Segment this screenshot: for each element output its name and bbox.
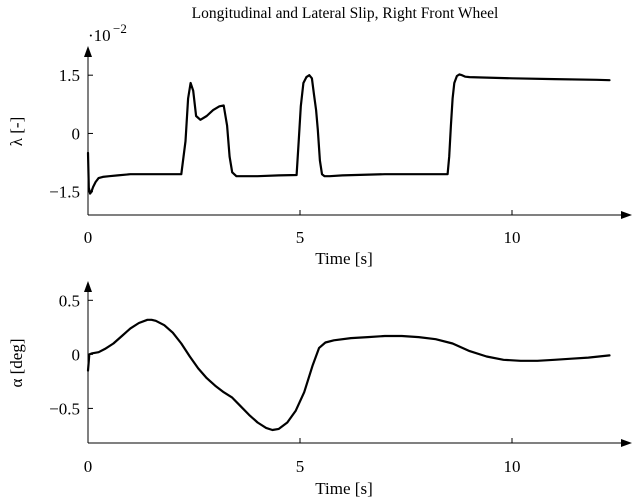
x-tick-label: 5: [296, 457, 305, 476]
plot-lambda: 0 5 10 −1.5 0 1.5 Time [s] λ [-] ·10 −2: [7, 21, 632, 268]
y-axis-arrow: [84, 46, 92, 57]
series-line: [86, 318, 611, 432]
y-axis-label: λ [-]: [7, 117, 26, 146]
x-axis-label: Time [s]: [315, 249, 372, 268]
y-tick-label: 0.5: [59, 291, 80, 310]
y-tick-label: 0: [72, 345, 81, 364]
y-tick-label: −1.5: [49, 183, 80, 202]
y-axis-label: α [deg]: [7, 338, 26, 387]
x-tick-label: 10: [504, 457, 521, 476]
y-tick-label: −0.5: [49, 399, 80, 418]
y-scale-multiplier: ·10: [88, 26, 111, 45]
x-axis-label: Time [s]: [315, 479, 372, 498]
x-tick-label: 10: [504, 228, 521, 247]
y-scale-exponent: −2: [113, 21, 127, 36]
y-tick-label: 1.5: [59, 66, 80, 85]
series-line: [86, 73, 611, 195]
x-axis-arrow: [621, 439, 632, 447]
y-axis-arrow: [84, 281, 92, 292]
x-axis-arrow: [621, 211, 632, 219]
x-tick-label: 0: [84, 457, 93, 476]
x-tick-label: 0: [84, 228, 93, 247]
plot-alpha: 0 5 10 −0.5 0 0.5 Time [s] α [deg]: [7, 281, 632, 498]
chart-title: Longitudinal and Lateral Slip, Right Fro…: [192, 5, 499, 22]
x-tick-label: 5: [296, 228, 305, 247]
y-tick-label: 0: [72, 124, 81, 143]
